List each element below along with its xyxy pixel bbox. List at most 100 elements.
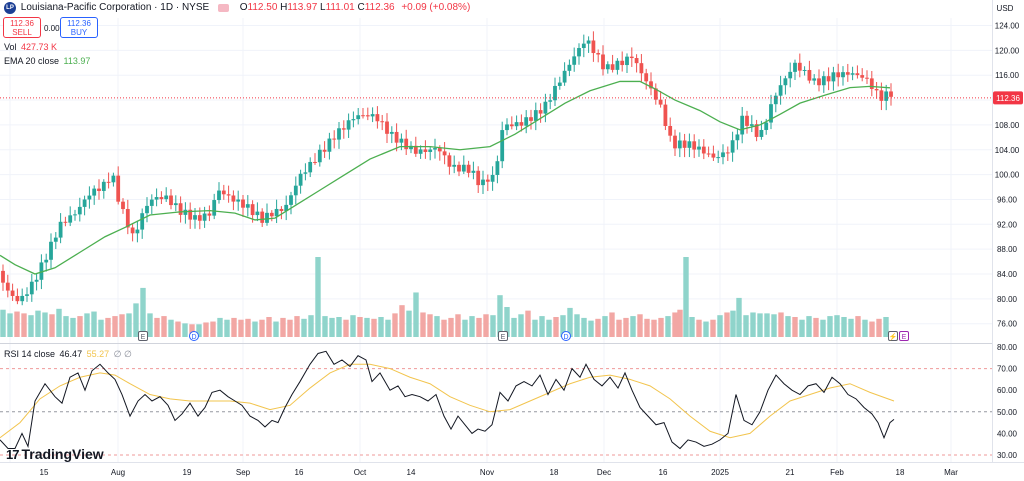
sell-price: 112.36 [10,19,34,28]
candle-body [87,195,92,200]
volume-bar [799,319,805,337]
volume-bar [855,316,861,337]
candle-body [879,90,884,101]
volume-bar [217,317,223,337]
ema-value: 113.97 [63,56,91,66]
volume-bar [476,317,482,337]
volume-bar [427,314,433,337]
sell-button[interactable]: 112.36 SELL [3,17,41,38]
candle-body [572,56,577,65]
tradingview-logo[interactable]: 17 TradingView [6,446,104,462]
candle-body [1,270,5,283]
candle-body [125,209,130,228]
candle-body [586,40,591,44]
volume-bar [469,316,475,337]
volume-bar [778,312,784,337]
candle-body [193,215,197,220]
volume-bar [560,315,566,337]
candle-body [39,262,44,280]
volume-bar [736,297,742,337]
candle-body [389,131,394,134]
volume-bar [147,313,153,337]
tradingview-mark-icon: 17 [6,447,20,462]
time-tick-label: 14 [407,468,416,477]
candle-body [322,149,327,152]
candle-body [610,64,615,70]
candle-body [145,205,149,214]
price-tick-label: 76.00 [997,320,1018,329]
volume-bar [595,318,601,337]
volume-bar [371,318,377,337]
rsi-legend[interactable]: RSI 14 close 46.47 55.27 ∅ ∅ [4,349,132,360]
candle-body [769,104,773,123]
candle-body [845,72,850,75]
candle-body [802,69,807,71]
candle-body [413,145,418,154]
time-tick-label: Mar [944,468,958,477]
volume-bar [862,319,868,337]
volume-bar [98,319,104,337]
company-logo-icon: LP [4,2,16,14]
candle-body [615,60,620,70]
symbol-title[interactable]: Louisiana-Pacific Corporation · 1D · NYS… [20,2,210,13]
volume-bar [532,319,538,337]
candle-body [620,60,625,66]
candle-body [783,78,788,86]
volume-bar [385,319,391,337]
spread-value: 0.00 [44,24,60,33]
candle-body [44,259,49,263]
buy-button[interactable]: 112.36 BUY [60,17,98,38]
candle-body [365,115,370,117]
candle-body [476,170,481,186]
candle-body [97,188,101,191]
volume-bar [730,310,736,337]
candle-body [332,138,337,140]
sell-label: SELL [12,28,32,37]
candle-body [481,179,485,186]
volume-bar [511,317,517,337]
volume-bar [84,313,90,337]
ema-legend[interactable]: EMA 20 close 113.97 [4,56,90,66]
candle-body [869,78,874,90]
candle-body [687,141,692,148]
time-tick-label: 19 [183,468,192,477]
candle-body [260,211,265,223]
candle-body [341,128,346,130]
volume-bar [252,321,258,337]
candle-body [682,140,687,148]
candle-body [149,199,154,206]
candle-body [92,188,97,196]
candle-body [269,212,274,217]
candle-body [159,197,164,200]
volume-bar [665,316,671,337]
volume-bar [696,319,702,337]
volume-legend[interactable]: Vol 427.73 K [4,42,57,52]
candle-body [773,95,778,105]
volume-bar [56,308,62,337]
candle-body [797,62,802,71]
volume-bar [637,314,643,337]
candle-body [653,88,658,100]
candle-body [538,110,543,114]
candle-body [82,199,87,207]
candle-body [509,124,514,127]
candle-body [178,203,183,215]
volume-bar [70,317,76,337]
candle-body [749,124,754,126]
candle-body [399,138,404,143]
candle-body [841,72,845,78]
candle-body [529,117,533,121]
volume-bar [308,315,314,337]
candle-body [581,43,586,49]
price-tick-label: 120.00 [995,46,1020,55]
candle-body [298,173,303,186]
candle-body [111,175,116,183]
volume-bar [717,315,723,337]
candle-body [543,101,548,114]
volume-bar [315,257,321,337]
candle-body [361,115,365,117]
candle-body [121,201,125,210]
volume-bar [834,315,840,337]
candle-body [164,195,169,200]
